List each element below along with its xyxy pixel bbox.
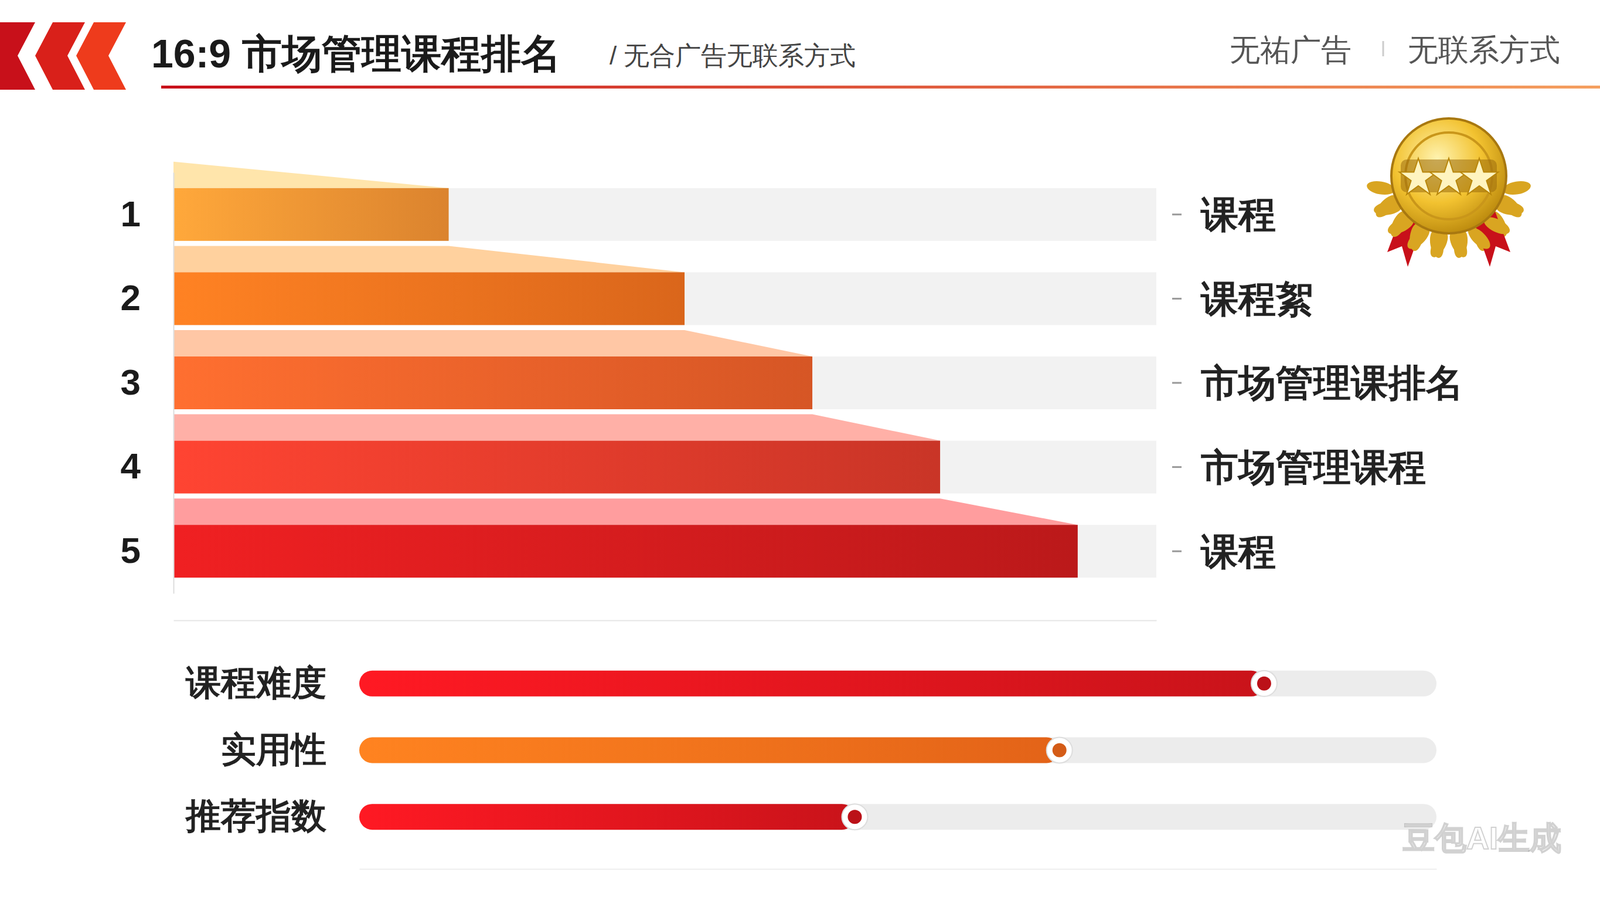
header-tag: 无联系方式: [1407, 32, 1561, 67]
slider-knob: [841, 803, 868, 830]
header-chevron: [76, 22, 127, 90]
tick: 2: [120, 277, 141, 318]
bar-top-face: [173, 498, 1078, 525]
tick-label: 2: [120, 277, 141, 318]
tick-label: 推荐指数: [184, 795, 328, 836]
bar-top-face: [173, 245, 685, 272]
axis-line: [359, 650, 360, 851]
label-dash: [1172, 213, 1182, 216]
slider-knob: [1046, 737, 1073, 764]
slider-knob-dot: [1257, 676, 1272, 691]
header-tag: 无祐广告: [1229, 32, 1352, 67]
tick-label: 实用性: [220, 729, 327, 769]
medal-star: [1399, 158, 1438, 195]
bar-track: [173, 188, 1157, 241]
label-dash: [1172, 550, 1182, 553]
tick: 课程难度: [185, 662, 327, 703]
bar-track: [173, 271, 1157, 325]
bar-track: [173, 356, 1157, 410]
row-label: 课程: [1200, 530, 1276, 573]
header-block: [0, 22, 36, 90]
bar: [173, 271, 685, 325]
bar: [173, 524, 1078, 578]
tag-separator: [1382, 41, 1385, 57]
slider-knob: [1251, 670, 1278, 697]
bar: [359, 803, 855, 830]
tick: 推荐指数: [184, 795, 328, 836]
row-label: 课程: [1200, 193, 1276, 236]
slider-track: [359, 737, 1437, 764]
medal-icon: [1365, 118, 1533, 267]
bar-track: [173, 440, 1157, 494]
tick: 实用性: [220, 729, 327, 769]
plot-area: [359, 670, 1437, 830]
bar: [173, 356, 813, 410]
bar-top-face: [173, 161, 449, 189]
slider-knob-dot: [1052, 743, 1067, 758]
bar: [173, 188, 449, 241]
plot-area: [173, 161, 1157, 578]
axis-line: [173, 172, 175, 594]
slider-track: [359, 670, 1437, 697]
tick-label: 1: [120, 193, 141, 234]
label-dash: [1172, 297, 1182, 300]
axis-line: [174, 620, 1157, 622]
y-axis: 1 2 3 4 5: [120, 172, 175, 594]
header-chevrons: [0, 22, 127, 90]
row-label: 市场管理课排名: [1200, 361, 1464, 404]
x-axis: [174, 620, 1157, 621]
tick-label: 3: [120, 361, 141, 403]
label-dash: [1172, 465, 1182, 468]
y-axis: 课程难度实用性推荐指数: [184, 650, 360, 851]
bar-top-face: [173, 414, 941, 441]
bar-track: [173, 524, 1157, 578]
axis-line: [359, 868, 1438, 870]
tick: 4: [120, 445, 142, 486]
tick-label: 课程难度: [185, 662, 327, 703]
bar: [359, 670, 1265, 697]
bar-top-face: [173, 329, 813, 357]
label-dash: [1172, 382, 1182, 384]
subtitle: / 无合广告无联系方式: [609, 41, 856, 70]
tick: 5: [120, 529, 141, 571]
slider-track: [359, 803, 1437, 830]
tick-label: 4: [120, 445, 142, 486]
medal-star: [1430, 158, 1469, 195]
tick: 3: [120, 361, 141, 403]
bar: [173, 440, 941, 494]
row-label: 市场管理课程: [1200, 446, 1426, 489]
header-rule: [161, 85, 1600, 89]
tick-label: 5: [120, 529, 141, 571]
title: 16:9 市场管理课程排名: [151, 31, 561, 76]
row-label: 课程絮: [1200, 277, 1314, 320]
bar: [359, 737, 1060, 764]
page: 16:9 市场管理课程排名 / 无合广告无联系方式 无祐广告 无联系方式 1 2 3 4 5 课程…: [0, 0, 1600, 900]
watermark: 豆包AI生成: [1403, 819, 1562, 856]
medal-disc: [1391, 118, 1507, 234]
background: [0, 0, 1600, 900]
slider-knob-dot: [847, 809, 862, 824]
tick: 1: [120, 193, 141, 234]
medal-star: [1460, 158, 1499, 195]
x-axis: [359, 868, 1438, 870]
